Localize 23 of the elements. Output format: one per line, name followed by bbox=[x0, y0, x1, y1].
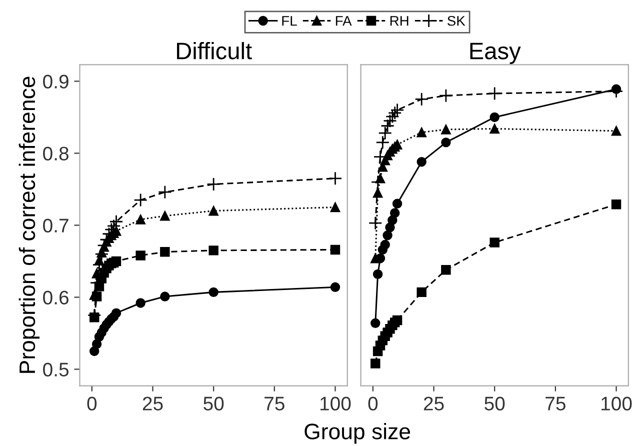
x-tick-label: 75 bbox=[264, 396, 284, 410]
legend-label: SK bbox=[447, 16, 466, 26]
chart-title: Difficult bbox=[177, 42, 252, 60]
x-tick-label: 25 bbox=[142, 396, 163, 410]
x-tick-label: 0 bbox=[368, 396, 378, 410]
legend-label: FA bbox=[336, 16, 352, 26]
x-tick-label: 75 bbox=[546, 396, 566, 410]
x-tick-label: 100 bbox=[602, 396, 632, 410]
y-tick-label: 0.6 bbox=[43, 290, 68, 304]
legend-label: RH bbox=[390, 16, 408, 26]
legend-label: FL bbox=[282, 16, 297, 26]
x-tick-label: 50 bbox=[484, 396, 505, 410]
y-tick-label: 0.5 bbox=[43, 362, 69, 376]
y-axis-title: Proportion of correct inference bbox=[18, 76, 40, 373]
x-axis-title: Group size bbox=[304, 423, 410, 444]
x-tick-label: 100 bbox=[320, 396, 351, 410]
y-tick-label: 0.9 bbox=[43, 74, 68, 88]
chart-title: Easy bbox=[470, 42, 521, 64]
x-tick-label: 50 bbox=[204, 396, 224, 410]
y-tick-label: 0.7 bbox=[43, 218, 68, 232]
y-tick-label: 0.8 bbox=[43, 146, 68, 160]
x-tick-label: 0 bbox=[87, 396, 97, 410]
x-tick-label: 25 bbox=[424, 396, 444, 410]
